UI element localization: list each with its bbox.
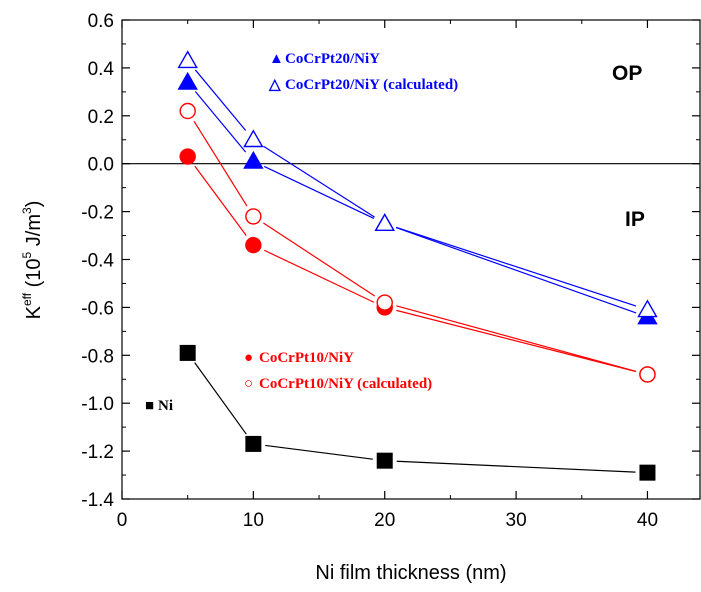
- legend-symbol: ▲: [269, 51, 284, 67]
- data-point-circle: [179, 148, 196, 165]
- legend-symbol: ○: [244, 376, 253, 392]
- axis-ticks: 0 10 20 30 40 0.6 0.4 0.2 0.0 -0.2 -0.4 -0.6 -0.8 -1.…: [81, 11, 700, 531]
- data-point-circle: [376, 294, 393, 311]
- data-point-triangle: [177, 71, 198, 90]
- x-tick-label: 0: [117, 510, 128, 531]
- y-title-exp: 5: [20, 251, 34, 258]
- x-tick-label: 40: [637, 510, 658, 531]
- series-line-segment: [263, 249, 375, 303]
- y-title-unit-sup: 3: [20, 207, 34, 214]
- data-point-triangle: [374, 213, 395, 232]
- data-point-square: [245, 435, 262, 452]
- y-tick-label: -0.6: [81, 298, 114, 319]
- y-tick-label: 0.2: [88, 107, 114, 128]
- data-point-square: [639, 464, 656, 481]
- legend-red: ● CoCrPt10/NiY ○ CoCrPt10/NiY (calculate…: [244, 350, 432, 392]
- y-tick-label: 0.6: [88, 11, 114, 32]
- y-tick-label: -1.0: [81, 394, 114, 415]
- y-title-k: K: [23, 305, 45, 319]
- data-point-circle: [245, 236, 262, 254]
- series-lines: [193, 69, 637, 473]
- data-point-triangle: [243, 150, 264, 169]
- legend-label: CoCrPt10/NiY: [259, 350, 354, 366]
- y-tick-label: 0.4: [88, 59, 115, 80]
- legend-symbol: ●: [244, 350, 253, 366]
- series-line-segment: [263, 165, 375, 219]
- legend-label: Ni: [158, 398, 173, 414]
- y-axis-title: Keff (105 J/m3): [20, 201, 45, 320]
- x-axis-title: Ni film thickness (nm): [315, 562, 506, 584]
- data-point-square: [376, 452, 393, 469]
- y-tick-label: -1.4: [81, 490, 114, 511]
- series-line-segment: [395, 227, 637, 314]
- region-label-ip: IP: [625, 208, 645, 231]
- data-point-circle: [639, 366, 656, 383]
- series-line-segment: [396, 305, 637, 372]
- series-line-segment: [396, 460, 636, 473]
- series-line-segment: [263, 222, 376, 297]
- x-tick-label: 30: [506, 510, 527, 531]
- series-line-segment: [265, 444, 373, 460]
- legend-symbol: △: [268, 77, 281, 93]
- x-tick-label: 10: [243, 510, 264, 531]
- data-point-circle: [245, 208, 262, 225]
- legend-blue: ▲ CoCrPt20/NiY △ CoCrPt20/NiY (calculate…: [268, 51, 458, 93]
- data-point-circle: [179, 102, 196, 120]
- series-line-segment: [396, 309, 636, 373]
- series-line-segment: [194, 69, 247, 131]
- y-tick-label: -0.4: [81, 251, 114, 272]
- series-markers: [177, 50, 658, 481]
- region-label-op: OP: [612, 62, 642, 85]
- series-line-segment: [194, 91, 247, 153]
- series-line-segment: [263, 145, 375, 218]
- legend-label: CoCrPt10/NiY (calculated): [259, 376, 432, 392]
- legend-label: CoCrPt20/NiY: [285, 51, 380, 67]
- data-point-triangle: [177, 50, 198, 69]
- series-line-segment: [395, 226, 637, 307]
- y-tick-label: -0.8: [81, 346, 114, 367]
- y-title-k-sup: eff: [20, 292, 34, 306]
- y-tick-label: -0.2: [81, 203, 114, 224]
- data-point-triangle: [243, 129, 264, 148]
- y-title-close: ): [23, 201, 45, 208]
- series-line-segment: [193, 120, 248, 207]
- y-title-open: (10: [23, 258, 45, 292]
- y-tick-label: -1.2: [81, 442, 114, 463]
- series-line-segment: [194, 362, 247, 435]
- legend-symbol: ■: [145, 398, 154, 414]
- series-line-segment: [194, 165, 247, 236]
- y-tick-label: 0.0: [88, 155, 114, 176]
- legend-label: CoCrPt20/NiY (calculated): [285, 77, 458, 93]
- y-title-unit: J/m: [23, 214, 45, 252]
- x-tick-label: 20: [374, 510, 395, 531]
- data-point-triangle: [637, 299, 658, 318]
- legend-black: ■ Ni: [145, 398, 173, 414]
- data-point-square: [179, 344, 196, 361]
